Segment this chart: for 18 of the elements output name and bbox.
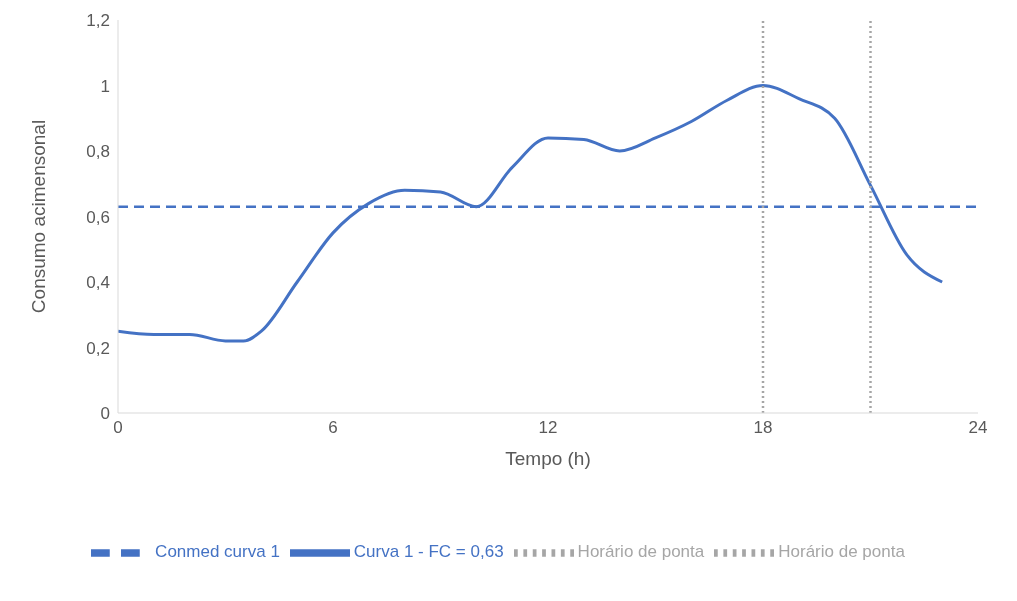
y-tick-label: 0,4 xyxy=(86,273,110,293)
x-tick-label: 12 xyxy=(538,418,558,438)
y-axis-title: Consumo acimensonal xyxy=(27,119,49,314)
legend-label: Horário de ponta xyxy=(778,542,905,562)
y-tick-label: 1 xyxy=(100,76,110,96)
y-tick-label: 0,2 xyxy=(86,338,110,358)
x-axis-title: Tempo (h) xyxy=(505,448,591,469)
x-tick-label: 18 xyxy=(753,418,773,438)
x-tick-label: 0 xyxy=(113,418,123,438)
y-tick-label: 0 xyxy=(100,404,110,424)
y-tick-label: 1,2 xyxy=(86,11,110,31)
legend-label: Curva 1 - FC = 0,63 xyxy=(353,542,504,562)
x-tick-label: 24 xyxy=(968,418,988,438)
legend-label: Conmed curva 1 xyxy=(155,542,280,562)
x-tick-label: 6 xyxy=(328,418,338,438)
y-tick-label: 0,6 xyxy=(86,207,110,227)
y-tick-label: 0,8 xyxy=(86,142,110,162)
legend-label: Horário de ponta xyxy=(577,542,705,562)
